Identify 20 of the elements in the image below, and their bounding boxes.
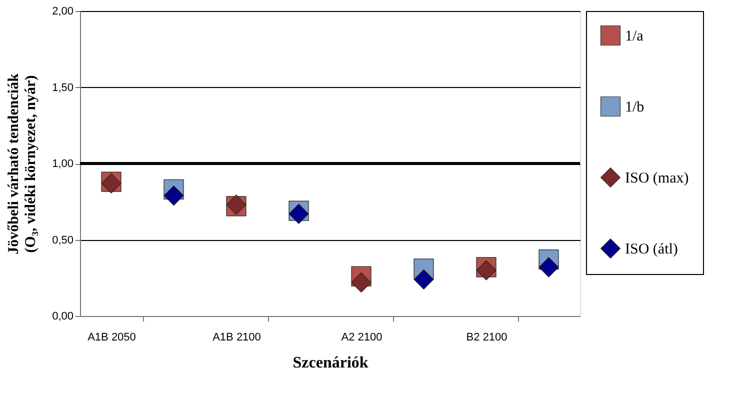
x-axis-title: Szcenáriók [292, 354, 368, 372]
point [414, 269, 434, 290]
legend-label: 1/a [625, 28, 644, 44]
legend-label: 1/b [625, 100, 644, 116]
y-tick-label: 0,50 [52, 234, 74, 246]
point [538, 257, 559, 278]
x-tick-label: B2 2100 [466, 332, 508, 344]
y-tick-label: 1,00 [52, 158, 74, 170]
point [351, 272, 372, 292]
text: Jövőbeli várható tendenciák [6, 74, 22, 254]
y-tick-label: 0,00 [52, 310, 74, 322]
legend-label: ISO (max) [625, 170, 689, 186]
point [164, 185, 184, 206]
x-tick-label: A1B 2050 [88, 332, 136, 344]
text: (O₃, vidéki környezet, nyár) [23, 75, 40, 253]
x-tick-label: A2 2100 [341, 332, 382, 344]
legend-label: ISO (átl) [625, 242, 678, 258]
x-tick-label: A1B 2100 [212, 332, 261, 344]
y-tick-label: 1,50 [52, 82, 74, 94]
y-tick-label: 2,00 [52, 6, 74, 18]
